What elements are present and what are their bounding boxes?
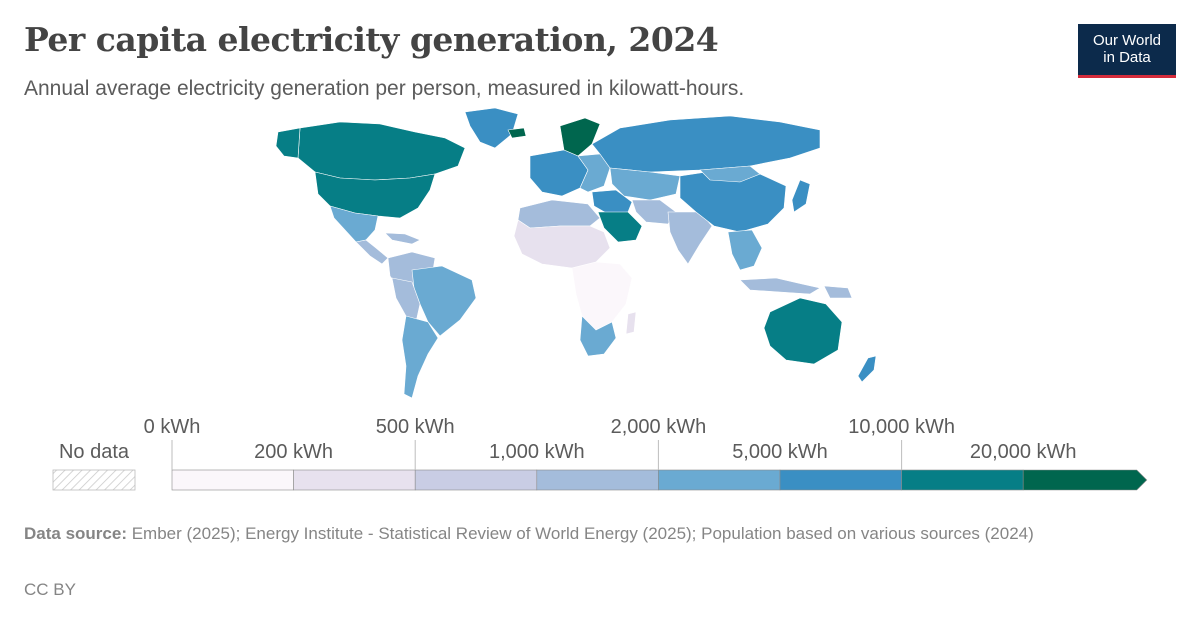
region-southern-africa[interactable] — [579, 315, 617, 357]
chart-subtitle: Annual average electricity generation pe… — [24, 77, 745, 100]
legend-bin-5[interactable] — [779, 469, 902, 491]
legend-ticks: 0 kWh 500 kWh 2,000 kWh 10,000 kWh 200 kWh 1,… — [144, 416, 1077, 470]
region-caribbean[interactable] — [384, 232, 421, 245]
legend-bin-0[interactable] — [171, 469, 294, 491]
legend-bin-1[interactable] — [293, 469, 416, 491]
legend-tick-label-lower-3: 20,000 kWh — [970, 441, 1077, 463]
legend-tick-label-upper-0: 0 kWh — [144, 416, 201, 438]
legend-no-data-label: No data — [59, 441, 130, 463]
data-source: Data source: Ember (2025); Energy Instit… — [24, 522, 1144, 545]
world-map — [275, 108, 877, 399]
logo-line-2: in Data — [1103, 49, 1151, 66]
legend-bins — [171, 469, 1148, 491]
region-madagascar[interactable] — [625, 311, 637, 335]
region-canada[interactable] — [297, 121, 466, 181]
chart-title: Per capita electricity generation, 2024 — [24, 20, 719, 59]
region-greenland[interactable] — [464, 108, 519, 149]
region-papua[interactable] — [823, 285, 853, 299]
legend-bin-4[interactable] — [658, 469, 781, 491]
region-australia[interactable] — [763, 297, 843, 365]
region-japan[interactable] — [791, 179, 811, 213]
region-sahel-west-africa[interactable] — [513, 219, 611, 269]
region-russia[interactable] — [591, 115, 821, 173]
region-central-east-africa[interactable] — [571, 261, 633, 331]
legend-tick-label-lower-1: 1,000 kWh — [489, 441, 585, 463]
region-central-asia[interactable] — [609, 167, 681, 201]
legend-bin-7[interactable] — [1022, 469, 1148, 491]
data-source-text: Ember (2025); Energy Institute - Statist… — [126, 524, 1034, 543]
region-central-america[interactable] — [355, 239, 389, 265]
region-indonesia[interactable] — [739, 277, 821, 295]
region-iran-pakistan[interactable] — [631, 199, 677, 225]
legend-bin-2[interactable] — [414, 469, 538, 491]
legend-no-data-swatch — [52, 469, 136, 491]
legend-bin-3[interactable] — [536, 469, 659, 491]
region-india[interactable] — [667, 211, 713, 265]
data-source-label: Data source: — [24, 524, 127, 543]
region-alaska[interactable] — [275, 127, 301, 159]
logo-line-1: Our World — [1092, 32, 1162, 49]
legend-bin-6[interactable] — [901, 469, 1024, 491]
legend-tick-label-lower-0: 200 kWh — [254, 441, 333, 463]
region-southern-cone[interactable] — [401, 315, 439, 399]
region-iceland[interactable] — [507, 127, 527, 139]
region-southeast-asia[interactable] — [727, 229, 763, 271]
region-saudi-arabia[interactable] — [597, 211, 643, 243]
region-north-africa[interactable] — [517, 199, 601, 229]
region-mongolia[interactable] — [699, 165, 761, 183]
license[interactable]: CC BY — [24, 580, 76, 599]
legend-tick-label-upper-3: 10,000 kWh — [848, 416, 955, 438]
legend-tick-label-upper-2: 2,000 kWh — [611, 416, 707, 438]
legend-tick-label-upper-1: 500 kWh — [376, 416, 455, 438]
region-scandinavia[interactable] — [559, 117, 601, 157]
region-new-zealand[interactable] — [857, 355, 877, 383]
legend-tick-label-lower-2: 5,000 kWh — [732, 441, 828, 463]
owid-logo[interactable]: Our World in Data — [1078, 24, 1176, 78]
